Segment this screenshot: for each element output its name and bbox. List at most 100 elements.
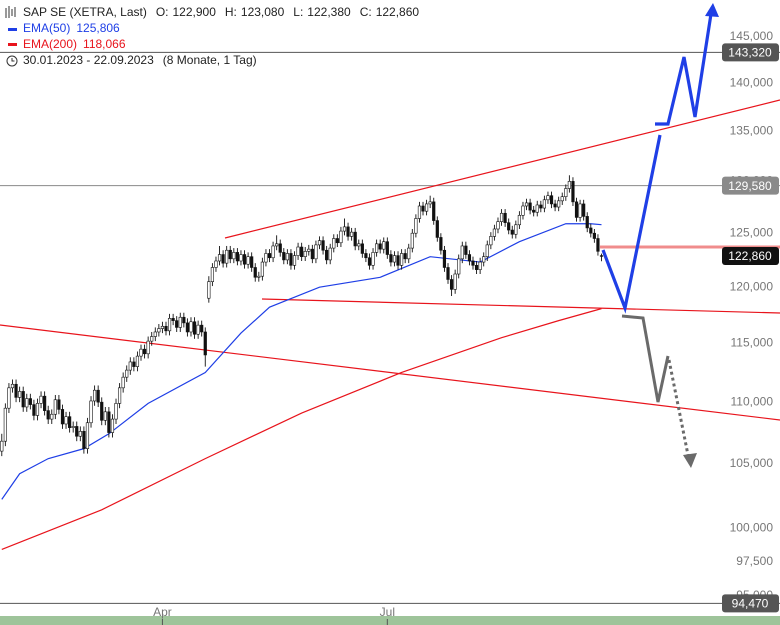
- candle-body: [467, 254, 472, 262]
- candle-body: [496, 221, 500, 230]
- candle-body: [578, 203, 582, 218]
- candle-body: [292, 255, 297, 266]
- price-box: [722, 247, 779, 266]
- candle-body: [239, 254, 243, 262]
- plot: [0, 175, 604, 551]
- y-tick-label: 100,000: [730, 520, 774, 534]
- candle-body: [421, 205, 425, 212]
- legend-name: EMA(50): [23, 21, 70, 35]
- candle-body: [146, 340, 150, 355]
- y-tick-label: 97,500: [736, 554, 773, 568]
- candle-body: [517, 215, 522, 226]
- candle-body: [75, 426, 79, 437]
- candle-body: [360, 243, 364, 254]
- candle-body: [410, 232, 414, 249]
- candle-body: [342, 226, 347, 232]
- candle-body: [385, 241, 389, 255]
- candle-body: [403, 253, 407, 260]
- candle-body: [228, 249, 232, 260]
- ema-line: [1, 223, 602, 500]
- candle-body: [585, 216, 589, 229]
- instrument: SAP SE (XETRA, Last): [23, 5, 147, 19]
- candle-body: [378, 243, 382, 250]
- candle-body: [232, 252, 236, 260]
- candle-body: [492, 228, 497, 237]
- candle-body: [267, 253, 272, 259]
- candle-body: [203, 331, 207, 356]
- candle-body: [53, 399, 57, 415]
- y-tick-label: 125,000: [730, 225, 774, 239]
- candle-body: [296, 246, 300, 256]
- candle-body: [424, 203, 429, 212]
- candle-body: [57, 399, 61, 410]
- candle-body: [482, 256, 486, 263]
- scenario-up-leg1: [601, 134, 662, 314]
- candle-body: [542, 199, 546, 209]
- candle-body: [457, 258, 461, 275]
- candle-body: [485, 244, 489, 257]
- candle-body: [100, 401, 104, 421]
- candle-body: [43, 395, 47, 411]
- candle-body: [332, 238, 336, 249]
- candle-body: [510, 229, 514, 235]
- candle-body: [417, 205, 422, 219]
- candle-body: [285, 253, 289, 261]
- candle-body: [414, 218, 418, 234]
- legend-swatch: [8, 28, 17, 31]
- candle-body: [407, 247, 411, 260]
- field-value: 122,900: [173, 5, 217, 19]
- candle-body: [471, 260, 475, 266]
- candle-body: [85, 422, 90, 449]
- candle-body: [599, 255, 604, 257]
- candle-body: [478, 261, 482, 270]
- field-label: C:: [360, 5, 372, 19]
- candle-body: [50, 413, 54, 420]
- candle-body: [560, 196, 564, 202]
- field-label: L:: [293, 5, 303, 19]
- price-box: [722, 594, 779, 613]
- candle-body: [167, 318, 172, 332]
- candle-body: [35, 403, 40, 416]
- field-label: O:: [156, 5, 169, 19]
- time-bar: [0, 616, 780, 625]
- field-value: 122,380: [307, 5, 351, 19]
- candle-body: [28, 398, 32, 405]
- candle-body: [271, 245, 275, 259]
- candle-body: [346, 226, 350, 237]
- candle-body: [353, 231, 357, 247]
- price-box-label: 143,320: [728, 46, 772, 60]
- candle-body: [121, 376, 125, 389]
- candle-body: [449, 279, 454, 290]
- candle-body: [442, 249, 447, 268]
- candle-body: [78, 431, 82, 437]
- x-axis: Apr Jul: [153, 605, 395, 625]
- y-tick-label: 120,000: [730, 279, 774, 293]
- candle-body: [546, 195, 550, 201]
- candle-body: [532, 209, 536, 213]
- header: SAP SE (XETRA, Last) O: 122,900 H: 123,080 L:…: [5, 5, 419, 67]
- x-tick-label: Apr: [153, 605, 172, 619]
- candle-body: [549, 195, 554, 205]
- candle-body: [474, 265, 479, 270]
- candle-body: [328, 247, 332, 261]
- candle-body: [364, 253, 368, 259]
- candle-body: [392, 255, 397, 263]
- candle-body: [132, 361, 136, 367]
- candle-body: [7, 387, 11, 409]
- lower-trendline: [0, 324, 780, 421]
- y-tick-label: 105,000: [730, 456, 774, 470]
- candle-body: [460, 245, 464, 260]
- candle-body: [335, 238, 339, 244]
- candle-body: [189, 321, 193, 333]
- period-duration: (8 Monate, 1 Tag): [163, 53, 257, 67]
- candle-body: [253, 267, 257, 278]
- candle-body: [428, 201, 432, 205]
- scenario-down-leg: [621, 314, 670, 403]
- candle-body: [164, 325, 168, 332]
- candle-body: [589, 227, 593, 234]
- candle-body: [596, 238, 600, 252]
- candle-body: [207, 281, 211, 299]
- y-tick-label: 110,000: [731, 394, 774, 408]
- y-tick-label: 140,000: [730, 76, 774, 90]
- trendlines: [0, 99, 780, 421]
